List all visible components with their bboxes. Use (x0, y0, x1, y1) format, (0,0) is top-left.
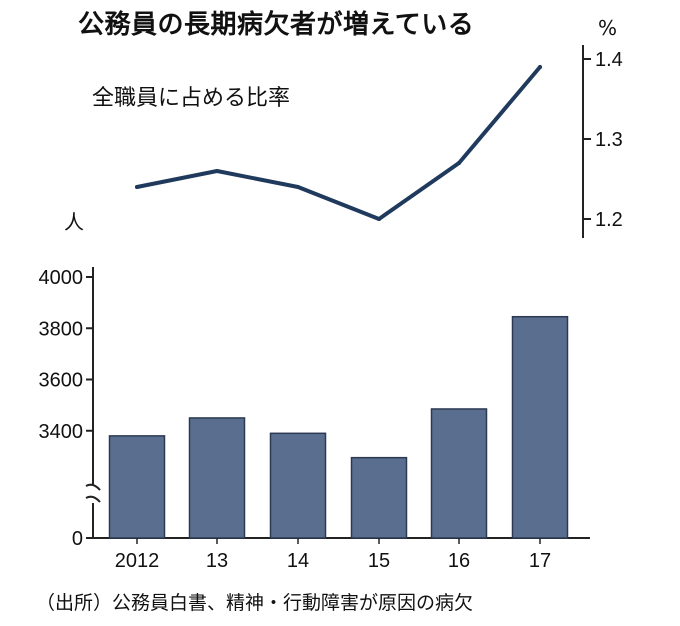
bar-y-tick-label: 0 (72, 528, 83, 550)
x-tick-label: 17 (529, 550, 551, 572)
line-point (296, 185, 300, 189)
bar (269, 432, 327, 539)
line-series (135, 65, 542, 221)
line-point (538, 65, 542, 69)
bar (108, 435, 166, 539)
source-note: （出所）公務員白書、精神・行動障害が原因の病欠 (36, 592, 474, 614)
bar (350, 456, 408, 539)
x-tick-label: 13 (206, 550, 228, 572)
axis-break-top (85, 483, 101, 491)
chart-title: 公務員の長期病欠者が増えている (78, 10, 475, 40)
line-point (457, 161, 461, 165)
bar (430, 408, 488, 539)
bar (511, 315, 569, 539)
axis-break-bottom (85, 495, 101, 503)
line-point (135, 185, 139, 189)
bar (188, 417, 246, 539)
line-y-tick-label: 1.3 (595, 129, 623, 151)
line-point (215, 169, 219, 173)
bar-chart-unit: 人 (64, 210, 84, 234)
bar-y-tick-label: 3800 (39, 318, 84, 340)
bar-y-tick-label: 4000 (39, 267, 84, 289)
bar-y-tick-label: 3600 (39, 370, 84, 392)
line-chart-subtitle: 全職員に占める比率 (92, 86, 291, 111)
x-tick-label: 15 (368, 550, 390, 572)
line-chart-unit: % (598, 16, 618, 40)
line-y-tick-label: 1.2 (595, 209, 623, 231)
line-point (377, 217, 381, 221)
x-tick-label: 14 (287, 550, 309, 572)
x-tick-label: 16 (448, 550, 470, 572)
bar-y-tick-label: 3400 (39, 421, 84, 443)
line-y-tick-label: 1.4 (595, 49, 623, 71)
x-tick-label: 2012 (115, 550, 160, 572)
